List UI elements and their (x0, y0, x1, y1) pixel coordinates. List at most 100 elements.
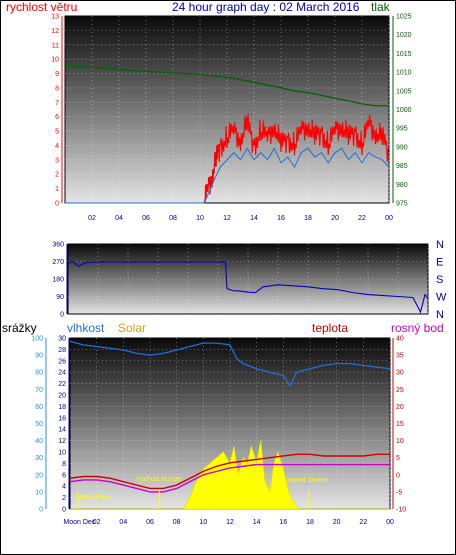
humidity-tick-10: 20 (58, 393, 66, 400)
direction-compass-2: S (436, 274, 443, 286)
climate-x-tick-5: 10 (199, 519, 207, 526)
direction-tick-4: 360 (52, 242, 64, 249)
wind-speed-axis-title: rychlost větru (6, 0, 78, 14)
wind-x-tick-0: 02 (88, 215, 96, 222)
humidity-tick-9: 18 (58, 404, 66, 411)
wind-speed-tick-10: 10 (51, 57, 59, 64)
wind-x-tick-3: 08 (169, 215, 177, 222)
wind-speed-tick-4: 4 (55, 143, 59, 150)
wind-x-tick-7: 16 (277, 215, 285, 222)
precip-tick-9: 90 (35, 353, 43, 360)
precip-tick-10: 100 (31, 336, 43, 343)
humidity-tick-12: 24 (58, 370, 66, 377)
chart-title: 24 hour graph day : 02 March 2016 (172, 0, 360, 14)
humidity-tick-0: 0 (62, 507, 66, 514)
pressure-line (65, 65, 389, 107)
climate-x-tick-11: 22 (359, 519, 367, 526)
sunrise-label: východ slunce (137, 476, 181, 483)
direction-tick-0: 0 (60, 312, 64, 319)
climate-x-tick-9: 18 (306, 519, 314, 526)
temperature-tick-8: 30 (396, 370, 404, 377)
climate-x-tick-7: 14 (253, 519, 261, 526)
pressure-tick-8: 1015 (396, 51, 412, 58)
pressure-tick-0: 975 (396, 201, 408, 208)
wind-x-tick-6: 14 (250, 215, 258, 222)
temperature-tick-6: 20 (396, 404, 404, 411)
precip-tick-2: 20 (35, 472, 43, 479)
climate-x-tick-10: 20 (333, 519, 341, 526)
wind-speed-tick-2: 2 (55, 172, 59, 179)
pressure-tick-9: 1020 (396, 32, 412, 39)
precip-tick-7: 70 (35, 387, 43, 394)
precip-tick-3: 30 (35, 455, 43, 462)
humidity-tick-5: 10 (58, 450, 66, 457)
wind-x-tick-8: 18 (304, 215, 312, 222)
humidity-tick-14: 28 (58, 347, 66, 354)
wind-x-tick-4: 10 (196, 215, 204, 222)
precip-tick-1: 10 (35, 489, 43, 496)
dew-axis-title: rosný bod (391, 321, 444, 335)
climate-x-tick-8: 16 (279, 519, 287, 526)
pressure-tick-7: 1010 (396, 70, 412, 77)
humidity-tick-11: 22 (58, 381, 66, 388)
temperature-line (69, 453, 390, 490)
direction-tick-1: 90 (56, 294, 64, 301)
wind-x-tick-1: 04 (115, 215, 123, 222)
temperature-tick-7: 25 (396, 387, 404, 394)
humidity-tick-7: 14 (58, 427, 66, 434)
precip-tick-0: 0 (39, 507, 43, 514)
temperature-tick-2: 0 (396, 472, 400, 479)
pressure-tick-4: 995 (396, 126, 408, 133)
humidity-tick-8: 16 (58, 415, 66, 422)
climate-x-tick-3: 06 (146, 519, 154, 526)
sunset-label: západ slunce (287, 477, 328, 484)
temperature-tick-5: 15 (396, 421, 404, 428)
moon-rise-label: Moon Rise (77, 494, 111, 501)
wind-average-line (65, 147, 390, 204)
direction-compass-0: N (436, 309, 444, 321)
pressure-tick-6: 1005 (396, 88, 412, 95)
precip-axis-title: srážky (2, 321, 37, 335)
direction-compass-3: E (436, 257, 443, 269)
temperature-tick-1: -5 (396, 489, 402, 496)
temperature-tick-4: 10 (396, 438, 404, 445)
humidity-tick-2: 4 (62, 484, 66, 491)
wind-speed-tick-12: 12 (51, 28, 59, 35)
pressure-tick-1: 980 (396, 182, 408, 189)
wind-direction-line (67, 260, 429, 314)
temperature-tick-9: 35 (396, 353, 404, 360)
direction-tick-3: 270 (52, 259, 64, 266)
climate-x-tick-2: 04 (119, 519, 127, 526)
wind-x-tick-5: 12 (223, 215, 231, 222)
precip-tick-8: 80 (35, 370, 43, 377)
humidity-line (69, 340, 391, 388)
wind-speed-tick-5: 5 (55, 129, 59, 136)
humidity-tick-3: 6 (62, 472, 66, 479)
wind-speed-tick-3: 3 (55, 157, 59, 164)
wind-speed-tick-0: 0 (55, 201, 59, 208)
humidity-tick-1: 2 (62, 495, 66, 502)
wind-speed-tick-7: 7 (55, 100, 59, 107)
pressure-tick-3: 990 (396, 144, 408, 151)
solar-area (70, 440, 390, 510)
temperature-tick-0: -10 (396, 507, 406, 514)
wind-x-tick-9: 20 (331, 215, 339, 222)
humidity-tick-6: 12 (58, 438, 66, 445)
humidity-tick-4: 8 (62, 461, 66, 468)
wind-x-tick-10: 22 (358, 215, 366, 222)
wind-x-tick-11: 00 (385, 215, 393, 222)
direction-tick-2: 180 (52, 277, 64, 284)
pressure-axis-title: tlak (371, 0, 390, 14)
humidity-tick-13: 26 (58, 358, 66, 365)
moon-set-label: Moon Set (214, 494, 244, 501)
precip-tick-5: 50 (35, 421, 43, 428)
wind-speed-line (65, 113, 389, 204)
climate-x-tick-0: Moon Dec (63, 519, 95, 526)
climate-x-tick-1: 02 (93, 519, 101, 526)
pressure-tick-10: 1025 (396, 14, 412, 21)
pressure-tick-5: 1000 (396, 107, 412, 114)
precip-tick-6: 60 (35, 404, 43, 411)
dew-point-line (69, 463, 390, 493)
temperature-tick-3: 5 (396, 455, 400, 462)
